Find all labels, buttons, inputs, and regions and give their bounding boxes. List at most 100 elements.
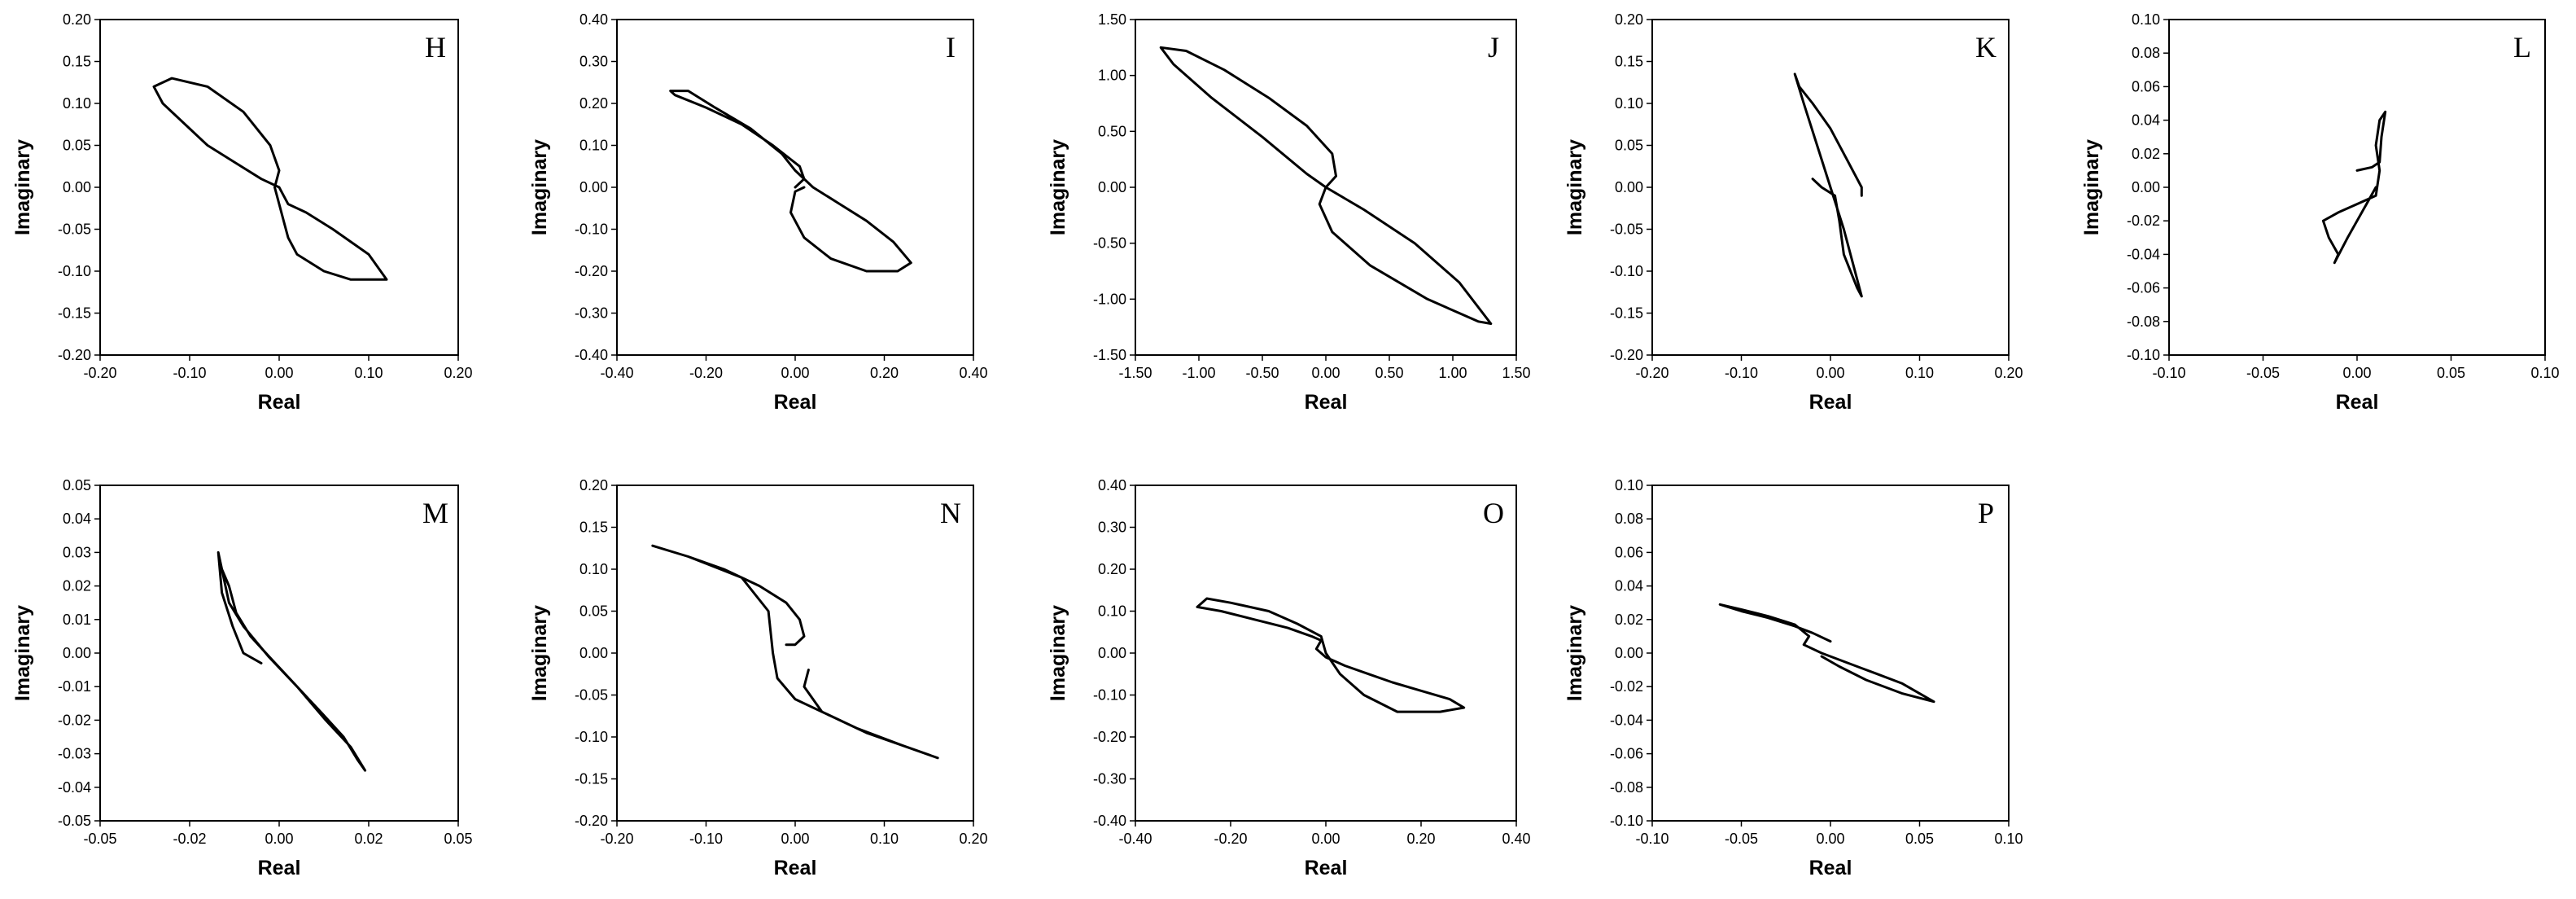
- plot-frame: [1651, 485, 2010, 822]
- x-axis-label: Real: [774, 391, 817, 414]
- x-tick-label: 0.00: [1311, 831, 1340, 847]
- y-tick-label: -0.10: [575, 221, 608, 238]
- x-tick-label: -1.00: [1182, 365, 1215, 381]
- x-tick-label: -0.20: [1214, 831, 1247, 847]
- y-tick-label: -0.10: [575, 729, 608, 745]
- y-tick-label: -0.30: [1093, 771, 1126, 787]
- y-tick-label: 0.02: [63, 578, 91, 594]
- panel-l: -0.10 -0.05 0.00 0.05 0.10 0.10 0.08 0.06 0.04 0.…: [2080, 11, 2560, 414]
- y-tick-label: 0.05: [63, 138, 91, 154]
- y-tick-label: 0.05: [63, 477, 91, 493]
- y-tick-label: -0.10: [1610, 813, 1643, 829]
- y-tick-label: 0.00: [1615, 179, 1643, 195]
- x-tick-label: 0.05: [1905, 831, 1934, 847]
- y-tick-label: 0.00: [63, 645, 91, 661]
- x-tick-label: -0.20: [600, 831, 633, 847]
- x-axis-label: Real: [1809, 391, 1852, 414]
- y-tick-label: -0.20: [1610, 347, 1643, 363]
- y-tick-label: -0.10: [1610, 263, 1643, 279]
- y-tick-label: -0.05: [575, 687, 608, 704]
- y-tick-label: -0.20: [575, 263, 608, 279]
- x-tick-label: 0.10: [1905, 365, 1934, 381]
- y-tick-label: -0.50: [1093, 235, 1126, 252]
- panel-letter: H: [425, 31, 446, 64]
- series-line-0: [1196, 597, 1466, 713]
- y-tick-label: 0.04: [2132, 112, 2160, 129]
- y-axis-label: Imaginary: [2080, 139, 2103, 235]
- y-tick-label: 0.00: [1615, 645, 1643, 661]
- y-tick-label: 0.01: [63, 612, 91, 628]
- series-line-0: [1159, 46, 1493, 325]
- y-tick-label: 0.10: [2132, 11, 2160, 28]
- x-tick-label: 0.20: [959, 831, 987, 847]
- y-tick-label: 0.05: [1615, 138, 1643, 154]
- y-tick-label: 0.00: [1098, 645, 1126, 661]
- y-tick-label: -0.10: [1093, 687, 1126, 704]
- x-tick-label: -0.10: [173, 365, 206, 381]
- y-axis-label: Imaginary: [528, 605, 551, 701]
- panel-letter: O: [1483, 497, 1504, 529]
- y-tick-label: -0.40: [575, 347, 608, 363]
- x-tick-label: -0.20: [689, 365, 723, 381]
- x-tick-label: -0.40: [600, 365, 633, 381]
- x-tick-label: 0.00: [1816, 831, 1844, 847]
- x-tick-label: 0.40: [1502, 831, 1530, 847]
- y-tick-label: -0.06: [2127, 280, 2160, 296]
- series-line-0: [152, 77, 388, 281]
- y-tick-label: -0.05: [58, 221, 91, 238]
- y-tick-label: 0.03: [63, 544, 91, 560]
- panel-i: -0.40 -0.20 0.00 0.20 0.40 0.40 0.30 0.20 0.10 0.…: [528, 11, 988, 414]
- x-tick-label: 0.20: [1994, 365, 2023, 381]
- y-tick-label: 0.20: [63, 11, 91, 28]
- y-tick-label: 0.20: [579, 95, 608, 112]
- y-tick-label: -0.40: [1093, 813, 1126, 829]
- y-tick-label: 0.04: [1615, 578, 1643, 594]
- x-axis-label: Real: [774, 857, 817, 879]
- y-tick-label: -0.08: [2127, 314, 2160, 330]
- y-tick-label: -0.10: [58, 263, 91, 279]
- y-tick-label: -0.02: [2127, 213, 2160, 229]
- y-tick-label: 0.06: [1615, 544, 1643, 560]
- x-tick-label: 1.00: [1438, 365, 1467, 381]
- y-axis-label: Imaginary: [1047, 605, 1069, 701]
- x-tick-label: 0.50: [1375, 365, 1403, 381]
- panel-j: -1.50 -1.00 -0.50 0.00 0.50 1.00 1.50 1.50 1.00 0…: [1047, 11, 1531, 414]
- x-tick-label: -0.10: [1635, 831, 1668, 847]
- y-tick-label: 0.00: [63, 179, 91, 195]
- y-tick-label: 0.50: [1098, 123, 1126, 139]
- y-tick-label: -0.08: [1610, 779, 1643, 796]
- y-tick-label: -0.05: [1610, 221, 1643, 238]
- y-tick-label: 0.20: [579, 477, 608, 493]
- y-tick-label: -0.02: [1610, 678, 1643, 695]
- x-tick-label: 0.10: [1994, 831, 2023, 847]
- x-tick-label: 0.00: [781, 365, 809, 381]
- panel-n: -0.20 -0.10 0.00 0.10 0.20 0.20 0.15 0.10 0.05 0.…: [528, 477, 988, 879]
- y-tick-label: -0.10: [2127, 347, 2160, 363]
- y-tick-label: 0.04: [63, 511, 91, 527]
- y-tick-label: 0.00: [2132, 179, 2160, 195]
- y-tick-label: -1.50: [1093, 347, 1126, 363]
- x-tick-label: 0.00: [1816, 365, 1844, 381]
- y-tick-label: -0.01: [58, 678, 91, 695]
- y-tick-label: 0.02: [2132, 146, 2160, 162]
- y-tick-label: -0.02: [58, 712, 91, 728]
- y-axis-label: Imaginary: [11, 605, 34, 701]
- y-tick-label: -0.04: [2127, 246, 2160, 262]
- x-tick-label: -0.50: [1245, 365, 1279, 381]
- y-tick-label: 0.00: [1098, 179, 1126, 195]
- y-tick-label: -0.15: [1610, 305, 1643, 322]
- x-tick-label: -0.05: [1725, 831, 1758, 847]
- y-tick-label: 0.00: [579, 645, 608, 661]
- panel-h: -0.20 -0.10 0.00 0.10 0.20 0.20 0.15 0.10 0.05 0.…: [11, 11, 473, 414]
- x-tick-label: 0.20: [1406, 831, 1435, 847]
- x-tick-label: 1.50: [1502, 365, 1530, 381]
- y-tick-label: -0.20: [575, 813, 608, 829]
- x-tick-label: 0.00: [265, 831, 293, 847]
- x-tick-label: 0.40: [959, 365, 987, 381]
- x-tick-label: -1.50: [1118, 365, 1152, 381]
- x-tick-label: -0.10: [689, 831, 723, 847]
- series-line-0: [1793, 72, 1863, 298]
- x-tick-label: 0.10: [2530, 365, 2559, 381]
- x-tick-label: -0.05: [2246, 365, 2280, 381]
